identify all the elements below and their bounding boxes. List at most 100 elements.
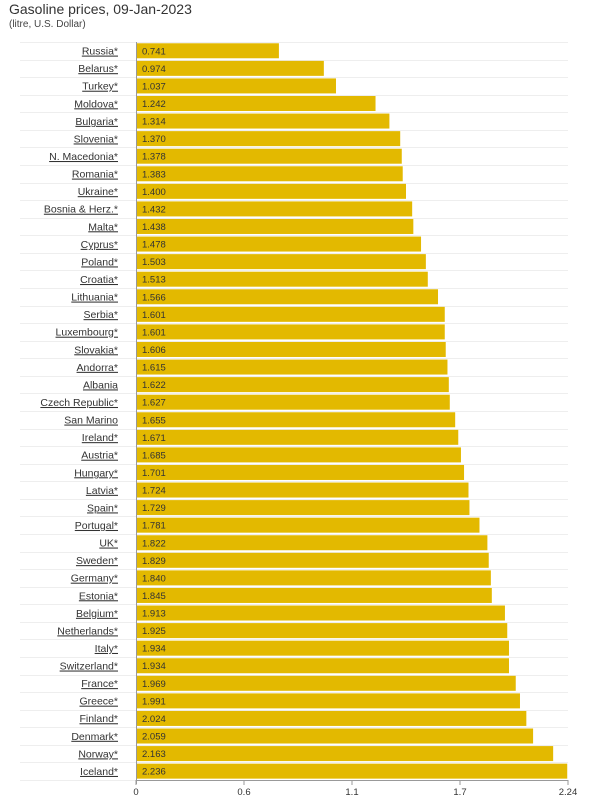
value-label-29: 1.829	[142, 556, 166, 567]
chart-subtitle: (litre, U.S. Dollar)	[9, 19, 86, 30]
category-label-39[interactable]: Denmark*	[71, 731, 118, 743]
value-label-15: 1.601	[142, 310, 166, 321]
x-tick-label-2: 1.1	[345, 787, 358, 798]
bar-26	[136, 500, 470, 516]
value-label-19: 1.622	[142, 380, 166, 391]
value-label-10: 1.438	[142, 222, 166, 233]
bar-36	[136, 675, 516, 691]
category-label-35[interactable]: Switzerland*	[60, 661, 118, 673]
value-label-8: 1.400	[142, 187, 166, 198]
bar-17	[136, 341, 446, 357]
value-label-25: 1.724	[142, 486, 166, 497]
category-label-40[interactable]: Norway*	[78, 748, 118, 760]
bar-12	[136, 254, 426, 270]
bar-23	[136, 447, 461, 463]
category-label-26[interactable]: Spain*	[87, 502, 118, 514]
bar-24	[136, 464, 465, 480]
bar-6	[136, 148, 402, 164]
bar-27	[136, 517, 480, 533]
category-label-19[interactable]: Albania	[83, 379, 118, 391]
category-label-14[interactable]: Lithuania*	[71, 292, 118, 304]
value-label-39: 2.059	[142, 732, 166, 743]
x-tick-label-3: 1.7	[453, 787, 466, 798]
value-label-23: 1.685	[142, 450, 166, 461]
category-label-38[interactable]: Finland*	[79, 713, 118, 725]
category-label-20[interactable]: Czech Republic*	[40, 397, 118, 409]
value-label-1: 0.974	[142, 64, 166, 75]
category-label-32[interactable]: Belgium*	[76, 608, 118, 620]
category-label-10[interactable]: Malta*	[88, 221, 118, 233]
value-label-17: 1.606	[142, 345, 166, 356]
value-label-20: 1.627	[142, 398, 166, 409]
bar-16	[136, 324, 445, 340]
category-label-37[interactable]: Greece*	[79, 696, 118, 708]
value-label-41: 2.236	[142, 767, 166, 778]
value-label-5: 1.370	[142, 134, 166, 145]
category-label-41[interactable]: Iceland*	[80, 766, 118, 778]
value-label-35: 1.934	[142, 661, 166, 672]
value-label-30: 1.840	[142, 573, 166, 584]
category-label-13[interactable]: Croatia*	[80, 274, 118, 286]
value-label-34: 1.934	[142, 644, 166, 655]
bar-18	[136, 359, 448, 375]
bar-41	[136, 763, 568, 779]
category-label-27[interactable]: Portugal*	[75, 520, 118, 532]
category-label-33[interactable]: Netherlands*	[57, 625, 118, 637]
category-label-28[interactable]: UK*	[99, 538, 118, 550]
category-label-1[interactable]: Belarus*	[78, 63, 118, 75]
category-label-21[interactable]: San Marino	[64, 415, 118, 427]
category-label-36[interactable]: France*	[81, 678, 118, 690]
category-label-18[interactable]: Andorra*	[77, 362, 118, 374]
category-label-31[interactable]: Estonia*	[79, 590, 118, 602]
bar-5	[136, 131, 401, 147]
category-label-30[interactable]: Germany*	[71, 573, 118, 585]
bar-2	[136, 78, 336, 94]
bar-10	[136, 218, 414, 234]
category-label-23[interactable]: Austria*	[81, 450, 118, 462]
value-label-2: 1.037	[142, 81, 166, 92]
bar-3	[136, 96, 376, 111]
category-label-17[interactable]: Slovakia*	[74, 344, 118, 356]
x-tick-label-1: 0.6	[237, 787, 250, 798]
category-label-8[interactable]: Ukraine*	[78, 186, 118, 198]
category-label-25[interactable]: Latvia*	[86, 485, 118, 497]
value-label-22: 1.671	[142, 433, 166, 444]
bar-14	[136, 289, 439, 305]
bar-0	[136, 43, 279, 59]
category-label-0[interactable]: Russia*	[82, 46, 118, 58]
category-label-29[interactable]: Sweden*	[76, 555, 118, 567]
bar-20	[136, 394, 450, 410]
category-label-22[interactable]: Ireland*	[82, 432, 118, 444]
bar-39	[136, 728, 534, 744]
bar-8	[136, 183, 406, 199]
category-label-4[interactable]: Bulgaria*	[75, 116, 118, 128]
value-label-21: 1.655	[142, 415, 166, 426]
category-label-3[interactable]: Moldova*	[74, 98, 118, 110]
category-label-15[interactable]: Serbia*	[84, 309, 118, 321]
value-label-0: 0.741	[142, 46, 166, 57]
value-label-9: 1.432	[142, 204, 166, 215]
category-label-34[interactable]: Italy*	[95, 643, 118, 655]
value-label-37: 1.991	[142, 696, 166, 707]
value-label-12: 1.503	[142, 257, 166, 268]
x-tick-label-4: 2.24	[559, 787, 578, 798]
value-label-3: 1.242	[142, 99, 166, 110]
category-label-11[interactable]: Cyprus*	[81, 239, 118, 251]
value-label-6: 1.378	[142, 152, 166, 163]
category-label-9[interactable]: Bosnia & Herz.*	[44, 204, 118, 216]
value-label-27: 1.781	[142, 521, 166, 532]
bar-21	[136, 412, 456, 428]
chart-title: Gasoline prices, 09-Jan-2023	[9, 1, 192, 17]
value-label-31: 1.845	[142, 591, 166, 602]
category-label-7[interactable]: Romania*	[72, 169, 118, 181]
category-label-5[interactable]: Slovenia*	[74, 133, 118, 145]
category-label-2[interactable]: Turkey*	[82, 81, 118, 93]
category-label-12[interactable]: Poland*	[81, 256, 118, 268]
bar-29	[136, 552, 489, 568]
bar-33	[136, 623, 508, 639]
bar-28	[136, 535, 488, 551]
category-label-16[interactable]: Luxembourg*	[56, 327, 118, 339]
category-label-24[interactable]: Hungary*	[74, 467, 118, 479]
value-label-38: 2.024	[142, 714, 166, 725]
category-label-6[interactable]: N. Macedonia*	[49, 151, 118, 163]
